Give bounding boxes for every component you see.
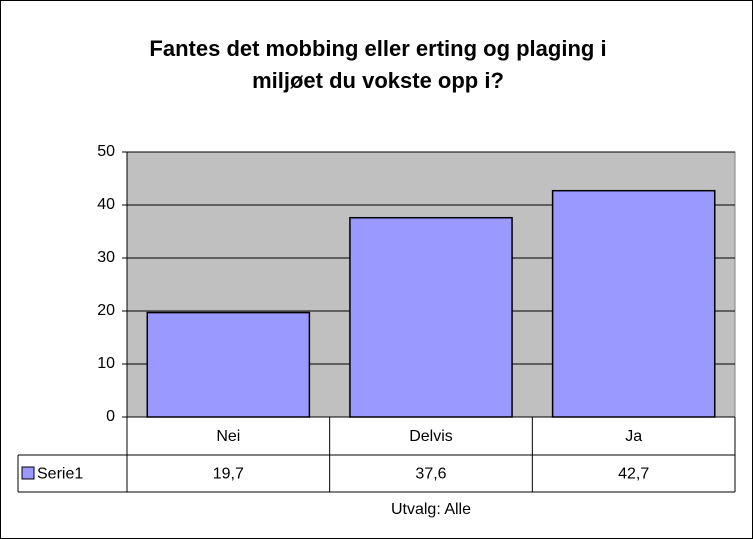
- bar: [551, 189, 716, 418]
- data-table-value: 42,7: [618, 466, 649, 483]
- legend-key: [21, 466, 35, 480]
- bar: [146, 311, 311, 418]
- y-tick-label: 10: [97, 355, 115, 372]
- legend-label: Serie1: [37, 466, 83, 483]
- y-tick-label: 30: [97, 249, 115, 266]
- x-tick-label: Ja: [625, 428, 642, 445]
- data-table-value: 37,6: [415, 466, 446, 483]
- y-tick-label: 20: [97, 302, 115, 319]
- chart-title: Fantes det mobbing eller erting og plagi…: [149, 36, 606, 61]
- y-tick-label: 40: [97, 196, 115, 213]
- y-tick-label: 50: [97, 143, 115, 160]
- x-axis-title: Utvalg: Alle: [391, 501, 471, 518]
- x-tick-label: Nei: [216, 428, 240, 445]
- chart-title: miljøet du vokste opp i?: [252, 68, 504, 93]
- x-tick-label: Delvis: [409, 428, 453, 445]
- bar: [349, 216, 513, 418]
- y-tick-label: 0: [106, 408, 115, 425]
- data-table-value: 19,7: [213, 466, 244, 483]
